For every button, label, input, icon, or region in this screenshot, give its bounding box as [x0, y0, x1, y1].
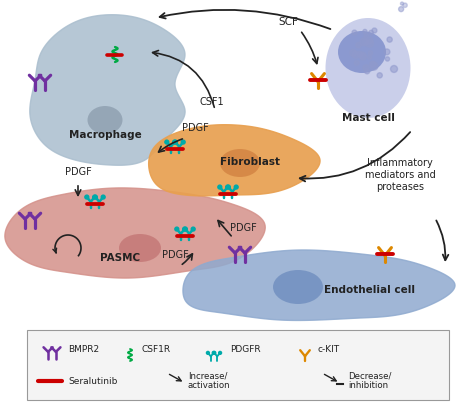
Text: Decrease/
inhibition: Decrease/ inhibition	[348, 372, 392, 390]
Circle shape	[369, 30, 374, 35]
Circle shape	[365, 68, 370, 74]
Circle shape	[352, 30, 357, 35]
Text: c-KIT: c-KIT	[318, 345, 340, 354]
Text: CSF1R: CSF1R	[142, 345, 171, 354]
Circle shape	[385, 57, 390, 61]
Text: PDGF: PDGF	[182, 123, 209, 133]
Circle shape	[391, 66, 398, 72]
Circle shape	[101, 195, 105, 199]
Circle shape	[181, 140, 185, 144]
Circle shape	[368, 51, 373, 55]
Circle shape	[387, 37, 392, 42]
Ellipse shape	[88, 106, 122, 134]
Ellipse shape	[220, 149, 260, 177]
Circle shape	[363, 65, 369, 71]
Circle shape	[175, 227, 179, 231]
Circle shape	[218, 185, 222, 189]
Text: PDGF: PDGF	[64, 167, 91, 177]
Text: Seralutinib: Seralutinib	[68, 377, 118, 386]
Circle shape	[359, 52, 366, 59]
Circle shape	[377, 73, 383, 78]
Circle shape	[372, 28, 377, 33]
Circle shape	[165, 140, 169, 144]
Text: Macrophage: Macrophage	[69, 130, 141, 140]
Circle shape	[370, 61, 375, 67]
Text: Increase/
activation: Increase/ activation	[188, 372, 231, 390]
Circle shape	[219, 352, 221, 354]
Text: PDGF: PDGF	[230, 223, 257, 233]
Circle shape	[173, 140, 176, 144]
FancyBboxPatch shape	[27, 330, 449, 400]
Circle shape	[399, 6, 404, 12]
Text: Inflammatory
mediators and
proteases: Inflammatory mediators and proteases	[365, 158, 436, 192]
Circle shape	[364, 34, 368, 38]
Circle shape	[363, 30, 367, 34]
Circle shape	[367, 55, 372, 59]
Circle shape	[182, 227, 187, 231]
Polygon shape	[5, 188, 265, 278]
Text: Fibroblast: Fibroblast	[220, 157, 280, 167]
Text: PDGFR: PDGFR	[230, 345, 261, 354]
Circle shape	[356, 43, 361, 48]
Text: BMPR2: BMPR2	[68, 345, 99, 354]
Text: Endothelial cell: Endothelial cell	[325, 285, 416, 295]
Text: SCF: SCF	[278, 17, 298, 27]
Ellipse shape	[326, 18, 410, 118]
Circle shape	[355, 61, 359, 65]
Circle shape	[85, 195, 89, 199]
Text: CSF1: CSF1	[200, 97, 225, 107]
Polygon shape	[183, 250, 455, 320]
Circle shape	[403, 3, 407, 7]
Circle shape	[234, 185, 238, 189]
Circle shape	[366, 37, 373, 44]
Circle shape	[226, 185, 229, 189]
Circle shape	[213, 352, 216, 354]
Text: PDGF: PDGF	[162, 250, 188, 260]
Ellipse shape	[273, 270, 323, 304]
Circle shape	[363, 39, 368, 45]
Circle shape	[350, 50, 356, 56]
Circle shape	[173, 140, 177, 144]
Circle shape	[183, 227, 187, 231]
Circle shape	[227, 185, 230, 189]
Circle shape	[92, 195, 97, 199]
Circle shape	[360, 53, 366, 60]
Polygon shape	[30, 15, 185, 165]
Circle shape	[212, 352, 215, 354]
Text: Mast cell: Mast cell	[342, 113, 394, 123]
Circle shape	[207, 352, 210, 354]
Ellipse shape	[119, 234, 161, 262]
Circle shape	[401, 2, 403, 5]
Circle shape	[191, 227, 195, 231]
Circle shape	[384, 49, 390, 55]
Polygon shape	[149, 125, 320, 196]
Circle shape	[352, 51, 359, 58]
Circle shape	[370, 62, 378, 70]
Circle shape	[93, 195, 97, 199]
Text: PASMC: PASMC	[100, 253, 140, 263]
Circle shape	[360, 38, 368, 46]
Circle shape	[357, 51, 363, 57]
Circle shape	[365, 39, 374, 47]
Ellipse shape	[338, 31, 386, 73]
